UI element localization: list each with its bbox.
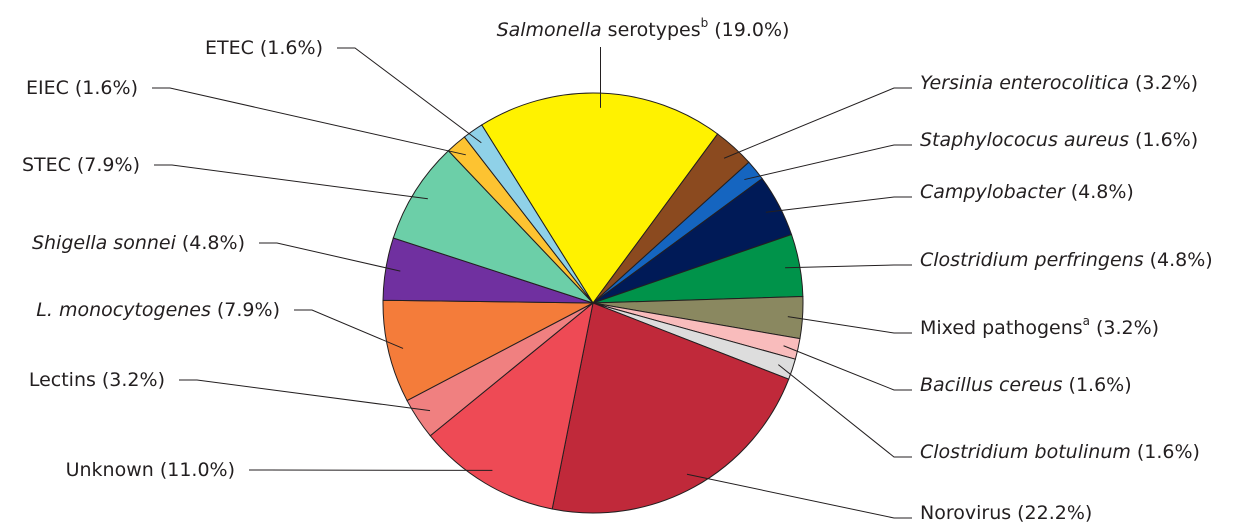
value-label: (1.6%) — [1135, 129, 1198, 151]
pie-slice — [392, 150, 594, 304]
slice-label: Salmonella serotypesb (19.0%) — [497, 16, 790, 41]
slice-label: Campylobacter (4.8%) — [920, 181, 1134, 203]
slice-label: Staphylococus aureus (1.6%) — [920, 129, 1198, 151]
slice-label: Mixed pathogensa (3.2%) — [920, 314, 1159, 339]
category-name: L. monocytogenes — [36, 299, 211, 321]
value-label: (3.2%) — [1135, 72, 1198, 94]
category-name: EIEC — [26, 77, 69, 99]
leader-line — [294, 309, 404, 349]
category-name: Bacillus cereus — [920, 374, 1063, 396]
leader-line — [179, 379, 431, 412]
category-name: Clostridium botulinum — [920, 441, 1131, 463]
slice-label: Norovirus (22.2%) — [920, 502, 1092, 524]
value-label: (1.6%) — [260, 37, 323, 59]
leader-line — [778, 364, 912, 458]
value-label: (1.6%) — [75, 77, 138, 99]
value-label: (4.8%) — [1150, 249, 1213, 271]
value-label: (7.9%) — [77, 154, 140, 176]
value-label: (4.8%) — [1071, 181, 1134, 203]
category-name: Salmonella serotypes — [497, 19, 701, 41]
leader-line — [783, 345, 912, 391]
category-name: Mixed pathogens — [920, 317, 1083, 339]
slice-label: Bacillus cereus (1.6%) — [920, 374, 1132, 396]
category-name: Norovirus — [920, 502, 1011, 524]
category-name-rest: serotypes — [602, 19, 701, 41]
value-label: (7.9%) — [217, 299, 280, 321]
category-name: ETEC — [205, 37, 254, 59]
leader-line — [787, 316, 912, 334]
value-label: (1.6%) — [1137, 441, 1200, 463]
leader-line — [686, 473, 912, 519]
category-name: Clostridium perfringens — [920, 249, 1144, 271]
footnote-mark: a — [1083, 314, 1090, 328]
leader-line — [154, 164, 428, 200]
slice-label: Unknown (11.0%) — [66, 459, 235, 481]
leader-line — [765, 196, 912, 213]
pie-slice — [551, 302, 790, 514]
slice-label: Clostridium perfringens (4.8%) — [920, 249, 1213, 271]
leader-line — [785, 264, 912, 269]
pie-slice — [481, 92, 719, 304]
slice-label: Shigella sonnei (4.8%) — [32, 232, 245, 254]
slice-label: STEC (7.9%) — [22, 154, 140, 176]
slice-label: Yersinia enterocolitica (3.2%) — [920, 72, 1198, 94]
category-name-italic: Salmonella — [497, 19, 602, 41]
leader-line — [152, 87, 466, 156]
leader-line — [744, 144, 912, 181]
category-name: Yersinia enterocolitica — [920, 72, 1129, 94]
value-label: (11.0%) — [160, 459, 235, 481]
value-label: (4.8%) — [182, 232, 245, 254]
leader-line — [259, 242, 401, 272]
category-name: STEC — [22, 154, 71, 176]
pie-slice — [463, 124, 594, 304]
slice-label: Clostridium botulinum (1.6%) — [920, 441, 1200, 463]
category-name: Lectins — [29, 369, 96, 391]
value-label: (1.6%) — [1069, 374, 1132, 396]
category-name: Unknown — [66, 459, 154, 481]
slice-label: EIEC (1.6%) — [26, 77, 138, 99]
leader-line — [337, 47, 482, 144]
pie-slice — [382, 299, 594, 402]
category-name: Shigella sonnei — [32, 232, 177, 254]
leader-line — [723, 87, 912, 159]
footnote-mark: b — [701, 16, 709, 30]
slice-label: L. monocytogenes (7.9%) — [36, 299, 280, 321]
value-label: (22.2%) — [1017, 502, 1092, 524]
value-label: (3.2%) — [1096, 317, 1159, 339]
slice-label: Lectins (3.2%) — [29, 369, 165, 391]
pie-slice — [429, 301, 594, 510]
value-label: (19.0%) — [714, 19, 789, 41]
value-label: (3.2%) — [102, 369, 165, 391]
category-name: Campylobacter — [920, 181, 1066, 203]
slice-label: ETEC (1.6%) — [205, 37, 323, 59]
category-name: Staphylococus aureus — [920, 129, 1129, 151]
